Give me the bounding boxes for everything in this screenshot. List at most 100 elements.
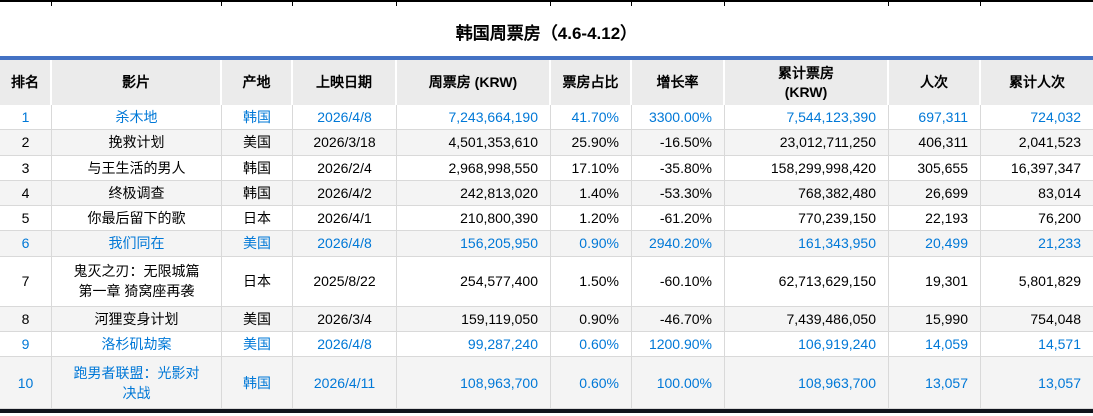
cell-weekly-gross: 108,963,700 — [397, 357, 551, 409]
cell-share: 0.90% — [551, 306, 632, 332]
table-row: 6 我们同在 美国 2026/4/8 156,205,950 0.90% 294… — [0, 231, 1093, 257]
cell-origin: 美国 — [222, 306, 293, 332]
cell-weekly-gross: 156,205,950 — [397, 231, 551, 256]
cell-cumulative-admissions: 754,048 — [1030, 310, 1081, 327]
cell-cumulative-admissions: 83,014 — [1038, 184, 1081, 201]
cell-growth: -46.70% — [632, 306, 725, 332]
cell-origin: 韩国 — [222, 357, 293, 409]
cell-rank: 8 — [0, 306, 52, 332]
cell-origin: 韩国 — [222, 105, 293, 130]
cell-origin: 日本 — [222, 206, 293, 231]
cell-share: 1.50% — [551, 256, 632, 306]
cell-cumulative-gross: 770,239,150 — [725, 206, 889, 231]
cell-release-date: 2026/4/8 — [293, 105, 397, 130]
cell-weekly-gross: 2,968,998,550 — [397, 155, 551, 180]
cell-film: 洛杉矶劫案 — [52, 332, 222, 357]
cell-cumulative-gross: 768,382,480 — [725, 180, 889, 206]
cell-rank: 4 — [0, 180, 52, 206]
col-header-growth: 增长率 — [632, 60, 725, 105]
cell-cumulative-gross: 7,439,486,050 — [725, 306, 889, 332]
page-title: 韩国周票房（4.6-4.12） — [455, 23, 638, 43]
cell-admissions: 20,499 — [889, 231, 981, 256]
cell-origin: 韩国 — [222, 180, 293, 206]
accent-divider — [0, 56, 1093, 60]
col-header-cumulative-admissions: 累计人次 — [1009, 74, 1065, 91]
title-row: 韩国周票房（4.6-4.12） — [0, 6, 1093, 56]
cell-cumulative-gross: 161,343,950 — [725, 231, 889, 256]
cell-film: 与王生活的男人 — [52, 155, 222, 180]
col-header-rank: 排名 — [0, 60, 52, 105]
table-body: 1 杀木地 韩国 2026/4/8 7,243,664,190 41.70% 3… — [0, 105, 1093, 410]
cell-weekly-gross: 159,119,050 — [397, 306, 551, 332]
table-row: 9 洛杉矶劫案 美国 2026/4/8 99,287,240 0.60% 120… — [0, 332, 1093, 358]
cell-release-date: 2026/3/4 — [293, 306, 397, 332]
cell-growth: 1200.90% — [632, 332, 725, 357]
cell-weekly-gross: 4,501,353,610 — [397, 130, 551, 155]
col-header-film: 影片 — [52, 60, 222, 105]
cell-share: 0.60% — [551, 332, 632, 357]
cell-rank: 10 — [0, 357, 52, 409]
cell-cumulative-admissions: 2,041,523 — [1018, 134, 1081, 151]
cell-growth: 2940.20% — [632, 231, 725, 256]
cell-growth: 100.00% — [632, 357, 725, 409]
cell-release-date: 2026/4/11 — [293, 357, 397, 409]
cell-admissions: 697,311 — [889, 105, 981, 130]
cell-origin: 韩国 — [222, 155, 293, 180]
cell-rank: 1 — [0, 105, 52, 130]
cell-growth: 3300.00% — [632, 105, 725, 130]
cell-share: 41.70% — [551, 105, 632, 130]
cell-cumulative-admissions: 13,057 — [1038, 374, 1081, 391]
cell-admissions: 19,301 — [889, 256, 981, 306]
col-header-weekly-gross: 周票房 (KRW) — [397, 60, 551, 105]
cell-share: 25.90% — [551, 130, 632, 155]
cell-share: 0.90% — [551, 231, 632, 256]
bottom-border — [0, 409, 1093, 414]
cell-rank: 9 — [0, 332, 52, 357]
cell-admissions: 13,057 — [889, 357, 981, 409]
cell-admissions: 22,193 — [889, 206, 981, 231]
cell-cumulative-gross: 108,963,700 — [725, 357, 889, 409]
table-header: 排名 影片 产地 上映日期 周票房 (KRW) 票房占比 增长率 累计票房 (K… — [0, 60, 1093, 105]
cell-weekly-gross: 99,287,240 — [397, 332, 551, 357]
cell-film: 你最后留下的歌 — [52, 206, 222, 231]
cell-growth: -35.80% — [632, 155, 725, 180]
cell-rank: 6 — [0, 231, 52, 256]
cell-weekly-gross: 242,813,020 — [397, 180, 551, 206]
table-row: 1 杀木地 韩国 2026/4/8 7,243,664,190 41.70% 3… — [0, 105, 1093, 131]
table-row: 4 终极调查 韩国 2026/4/2 242,813,020 1.40% -53… — [0, 180, 1093, 207]
cell-admissions: 15,990 — [889, 306, 981, 332]
cell-rank: 3 — [0, 155, 52, 180]
cell-cumulative-admissions: 76,200 — [1038, 210, 1081, 227]
cell-cumulative-admissions: 16,397,347 — [1010, 159, 1081, 176]
cell-weekly-gross: 210,800,390 — [397, 206, 551, 231]
cell-film: 河狸变身计划 — [52, 306, 222, 332]
cell-release-date: 2026/2/4 — [293, 155, 397, 180]
cell-admissions: 406,311 — [889, 130, 981, 155]
table-row: 2 挽救计划 美国 2026/3/18 4,501,353,610 25.90%… — [0, 130, 1093, 156]
cell-share: 1.40% — [551, 180, 632, 206]
table-row: 3 与王生活的男人 韩国 2026/2/4 2,968,998,550 17.1… — [0, 155, 1093, 181]
cell-admissions: 305,655 — [889, 155, 981, 180]
cell-growth: -53.30% — [632, 180, 725, 206]
cell-cumulative-admissions: 14,571 — [1038, 336, 1081, 353]
cell-origin: 美国 — [222, 332, 293, 357]
cell-film: 挽救计划 — [52, 130, 222, 155]
table-row: 7 鬼灭之刃：无限城篇 第一章 猗窝座再袭 日本 2025/8/22 254,5… — [0, 256, 1093, 307]
cell-release-date: 2026/4/8 — [293, 332, 397, 357]
cell-film: 我们同在 — [52, 231, 222, 256]
cell-growth: -16.50% — [632, 130, 725, 155]
cell-weekly-gross: 7,243,664,190 — [397, 105, 551, 130]
cell-release-date: 2025/8/22 — [293, 256, 397, 306]
table-row: 8 河狸变身计划 美国 2026/3/4 159,119,050 0.90% -… — [0, 306, 1093, 333]
cell-film: 鬼灭之刃：无限城篇 第一章 猗窝座再袭 — [52, 256, 222, 306]
cell-origin: 日本 — [222, 256, 293, 306]
cell-rank: 5 — [0, 206, 52, 231]
cell-cumulative-gross: 158,299,998,420 — [725, 155, 889, 180]
cell-admissions: 26,699 — [889, 180, 981, 206]
cell-rank: 7 — [0, 256, 52, 306]
cell-release-date: 2026/4/8 — [293, 231, 397, 256]
col-header-origin: 产地 — [222, 60, 293, 105]
cell-share: 1.20% — [551, 206, 632, 231]
table-row: 10 跑男者联盟：光影对决战 韩国 2026/4/11 108,963,700 … — [0, 357, 1093, 410]
cell-cumulative-gross: 7,544,123,390 — [725, 105, 889, 130]
